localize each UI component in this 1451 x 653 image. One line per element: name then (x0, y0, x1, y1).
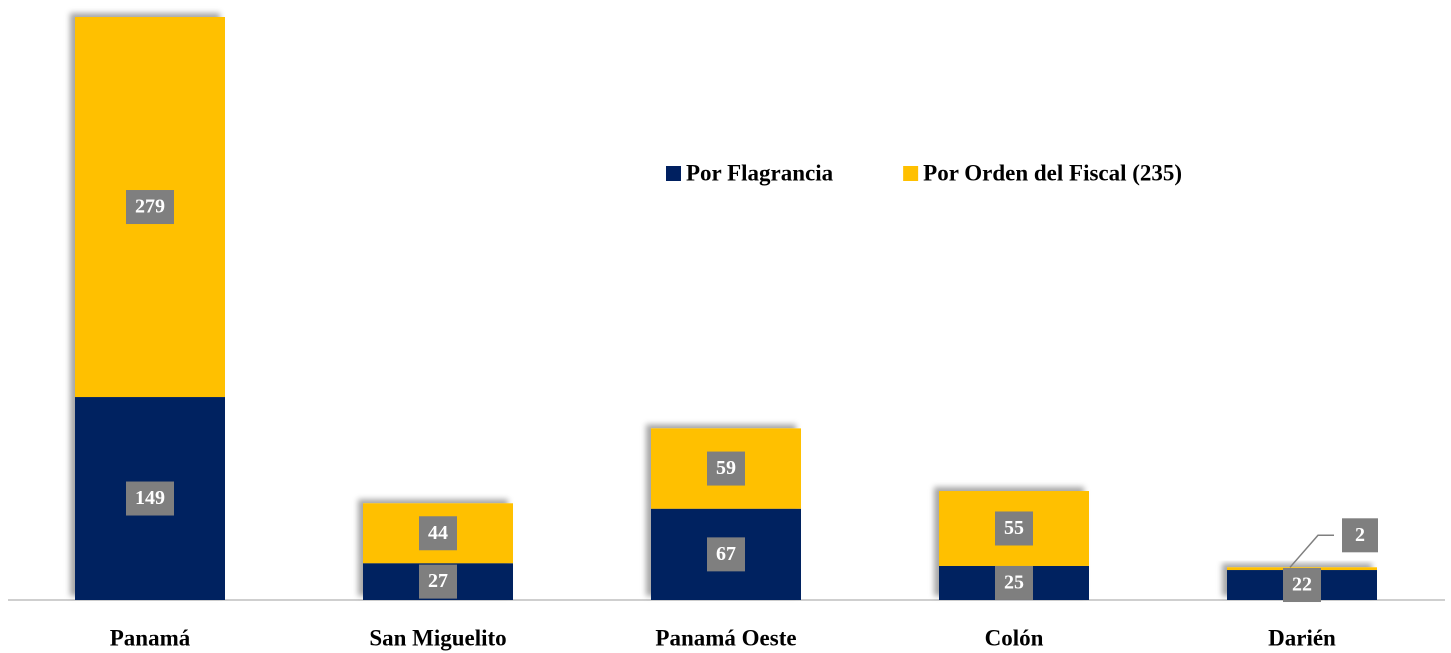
data-label: 2 (1355, 524, 1365, 546)
x-tick-label: San Miguelito (369, 625, 506, 650)
data-label: 44 (428, 522, 448, 544)
data-label: 27 (428, 570, 448, 592)
legend-swatch (903, 166, 919, 181)
legend-swatch (666, 166, 681, 181)
data-label-box (707, 537, 745, 572)
data-label: 149 (135, 487, 165, 509)
x-tick-label: Panamá (110, 625, 191, 650)
data-label-box (126, 481, 174, 516)
data-label: 59 (716, 457, 736, 479)
legend-label: Por Orden del Fiscal (235) (923, 160, 1182, 185)
legend-label: Por Flagrancia (686, 160, 834, 185)
x-tick-label: Darién (1268, 625, 1336, 650)
data-label-box (1283, 568, 1321, 603)
data-label-box (707, 451, 745, 486)
data-label: 67 (716, 543, 736, 565)
x-tick-label: Colón (985, 625, 1044, 650)
data-label-box (126, 190, 174, 225)
leader-line (1289, 534, 1334, 568)
data-label: 25 (1004, 572, 1024, 594)
data-label: 55 (1004, 517, 1024, 539)
data-label-box (995, 565, 1033, 600)
data-label: 279 (135, 196, 165, 218)
data-label-box (1342, 518, 1378, 553)
data-label-box (995, 511, 1033, 546)
data-label: 22 (1292, 574, 1312, 596)
x-tick-label: Panamá Oeste (655, 625, 796, 650)
data-label-box (419, 564, 457, 599)
data-label-box (419, 516, 457, 551)
